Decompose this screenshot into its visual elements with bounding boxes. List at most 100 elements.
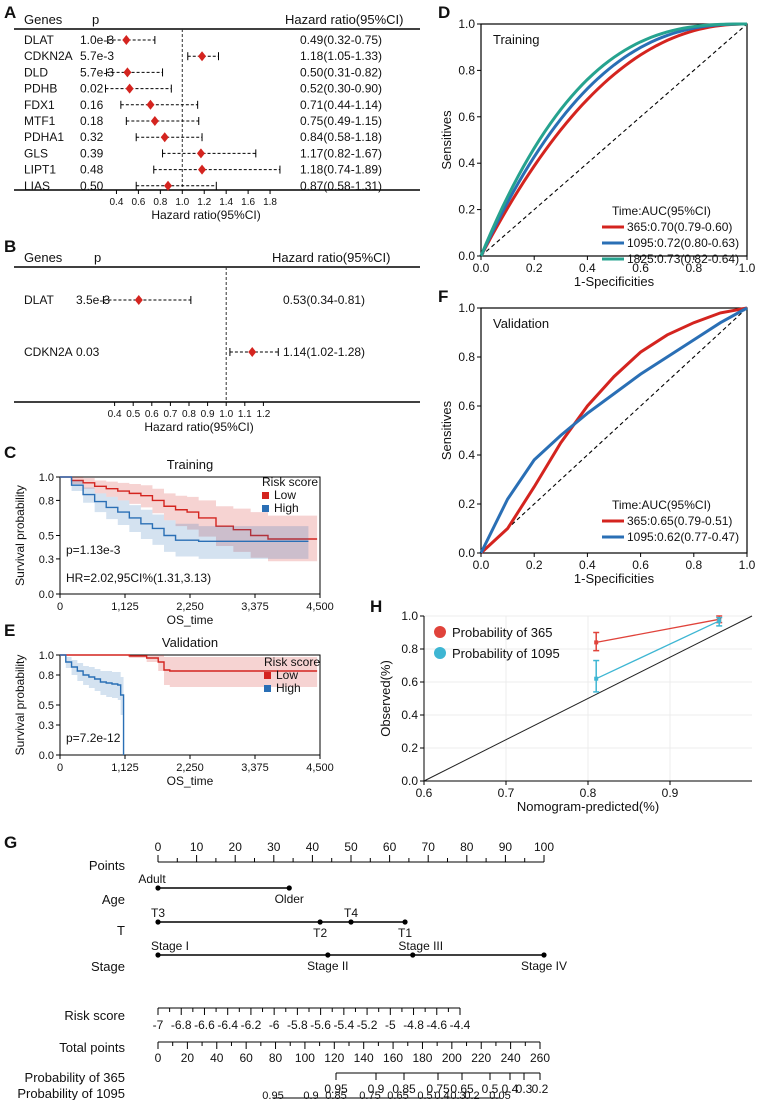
level-point [325,952,331,958]
y-tick-label: 0.0 [39,589,54,601]
y-tick-label: 0.2 [401,741,418,755]
row-label: Stage [91,959,125,974]
risk-score-tick-label: -6.4 [217,1018,238,1032]
survival-curve-high [60,476,309,543]
legend-title: Risk score [264,655,320,669]
calibration-point [594,640,599,645]
x-tick-label: 0.9 [201,409,215,420]
p-value: 0.50 [80,179,104,193]
header-hazard-ratio: Hazard ratio(95%CI) [285,12,404,27]
y-tick-label: 0.8 [458,63,475,77]
gene-name: CDKN2A [24,345,73,359]
x-tick-label: 0.4 [108,409,122,420]
panel-g-nomogram: Points 0 10 20 30 40 50 60 70 80 90 100 Age Adult Olde… [17,840,567,1100]
prob-365-tick-label: 0.5 [482,1082,499,1096]
x-tick-label: 1.0 [739,558,756,572]
level-point [155,885,161,891]
points-tick-label: 90 [499,840,513,854]
prob-365-tick-label: 0.9 [368,1082,385,1096]
ci-band-high [60,655,124,755]
total-points-tick-label: 220 [471,1051,491,1065]
panel-b-forest-plot: Genes p Hazard ratio(95%CI) 0.4 0.5 0.6 0.7 0.8… [14,250,420,434]
level-label: Older [275,892,304,906]
y-tick-label: 0.8 [401,642,418,656]
hazard-ratio-value: 0.52(0.30-0.90) [300,82,382,96]
chance-diagonal [480,23,748,257]
x-tick-label: 0.9 [662,786,679,800]
survival-curve-high [60,654,125,755]
x-tick-label: 0.7 [498,786,515,800]
y-tick-label: 0.8 [458,350,475,364]
total-points-tick-label: 120 [324,1051,344,1065]
risk-score-tick-label: -4.4 [450,1018,471,1032]
x-axis-title: Hazard ratio(95%CI) [144,420,253,434]
prob-1095-tick-label: 0.2 [464,1090,479,1100]
prob-1095-tick-label: 0.4 [434,1090,449,1100]
panel-a-forest-plot: Genes p Hazard ratio(95%CI) 0.4 0.6 0.8 1.0 1.2… [14,12,420,222]
hr-point [160,132,169,143]
row-label: Probability of 1095 [17,1086,125,1100]
y-tick-label: 1.0 [458,301,475,315]
gene-name: MTF1 [24,114,56,128]
x-tick-label: 1,125 [111,601,139,613]
legend-swatch-high [262,505,269,512]
gene-name: FDX1 [24,98,55,112]
prob-1095-tick-label: 0.65 [387,1090,408,1100]
row-label: T [117,923,125,938]
risk-score-tick-label: -5.2 [357,1018,378,1032]
prob-1095-tick-label: 0.85 [325,1090,346,1100]
panel-label-d: D [438,3,450,22]
total-points-tick-label: 0 [155,1051,162,1065]
hazard-ratio-value: 1.18(0.74-1.89) [300,163,382,177]
x-axis-title: 1-Specificities [574,571,655,586]
legend-title: Risk score [262,475,318,489]
hr-point [134,295,143,305]
gene-name: DLAT [24,33,54,47]
legend-title: Time:AUC(95%CI) [612,204,711,218]
calibration-line [595,620,720,680]
points-tick-label: 10 [190,840,204,854]
p-value: 5.7e-3 [80,49,114,63]
row-label: Points [89,858,126,873]
level-label: Stage II [307,959,348,973]
hr-point [123,67,132,78]
row-label: Probability of 365 [25,1070,125,1085]
x-tick-label: 1.1 [238,409,252,420]
y-axis-title: Observed(%) [378,660,393,737]
panel-label-f: F [438,287,448,306]
total-points-tick-label: 240 [501,1051,521,1065]
x-tick-label: 1.0 [219,409,233,420]
calibration-point [594,676,599,681]
x-tick-label: 0 [57,762,63,774]
p-value: 0.02 [80,82,104,96]
prob-365-tick-label: 0.65 [450,1082,474,1096]
y-tick-label: 0.2 [458,203,475,217]
x-tick-label: 0.8 [182,409,196,420]
roc-curve-1095 [479,306,748,554]
risk-score-tick-label: -5.6 [310,1018,331,1032]
x-tick-label: 0.0 [473,261,490,275]
panel-label-c: C [4,443,16,462]
chart-title: Training [493,32,539,47]
panel-label-e: E [4,621,15,640]
prob-365-tick-label: 0.3 [516,1082,533,1096]
y-tick-label: 1.0 [458,17,475,31]
p-value: 5.7e-3 [80,65,114,79]
level-label: Adult [138,872,166,886]
prob-365-tick-label: 0.95 [324,1082,348,1096]
chart-title: Validation [162,635,218,650]
panel-e-km-validation: Validation 0 1,125 2,250 3,375 4,500 0.0 0.3 0.5… [13,635,334,788]
points-tick-label: 40 [306,840,320,854]
hr-point [198,164,207,175]
y-tick-label: 0.4 [458,156,475,170]
hazard-ratio-value: 0.75(0.49-1.15) [300,114,382,128]
points-tick-label: 0 [155,840,162,854]
total-points-tick-label: 80 [269,1051,283,1065]
total-points-tick-label: 200 [442,1051,462,1065]
gene-name: CDKN2A [24,49,73,63]
prob-1095-tick-label: 0.5 [417,1090,432,1100]
x-tick-label: 1.6 [241,197,255,208]
hr-annotation: HR=2.02,95CI%(1.31,3.13) [66,571,211,585]
hr-point [122,35,131,45]
panel-label-h: H [370,597,382,616]
